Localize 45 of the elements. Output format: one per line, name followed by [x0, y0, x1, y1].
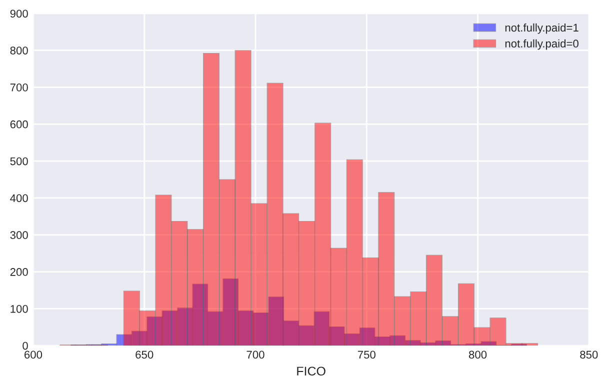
bar [490, 318, 506, 346]
y-tick-label: 700 [10, 84, 28, 92]
x-tick-label: 600 [24, 350, 42, 359]
y-tick-label: 500 [10, 157, 28, 166]
bar [330, 248, 347, 346]
legend-label: not.fully.paid=0 [505, 39, 578, 50]
bar [282, 213, 300, 346]
bar [266, 82, 284, 346]
x-tick-label: 800 [468, 350, 487, 359]
bar [187, 229, 204, 346]
y-tick-label: 300 [10, 231, 28, 240]
x-tick-label: 750 [358, 350, 376, 359]
bar [362, 257, 379, 346]
x-axis-title: FICO [297, 366, 326, 376]
bar [378, 192, 395, 346]
bar [522, 343, 538, 346]
bar [234, 50, 252, 346]
bar [458, 283, 474, 346]
legend-label: not.fully.paid=1 [505, 23, 578, 34]
bar [155, 194, 172, 346]
bar [410, 291, 427, 346]
bar [314, 122, 332, 346]
y-tick-label: 0 [22, 342, 28, 350]
bar [203, 53, 220, 346]
bar [346, 159, 363, 346]
bar [171, 220, 188, 346]
bar [474, 327, 490, 346]
x-tick-label: 650 [136, 350, 154, 359]
x-tick-label: 700 [246, 350, 264, 359]
bar [123, 290, 140, 346]
y-tick-label: 200 [10, 268, 28, 276]
y-tick-label: 600 [10, 120, 28, 128]
x-tick-label: 850 [580, 350, 598, 359]
y-tick-label: 100 [10, 304, 28, 313]
bar [139, 310, 156, 346]
bar [219, 179, 236, 346]
bar [506, 343, 522, 346]
y-tick-label: 800 [10, 46, 28, 54]
bar [442, 316, 458, 346]
bar [426, 254, 442, 346]
bar [394, 296, 411, 346]
bar [250, 203, 268, 346]
y-tick-label: 900 [10, 10, 28, 18]
bar [298, 220, 316, 346]
y-tick-label: 400 [10, 194, 28, 202]
